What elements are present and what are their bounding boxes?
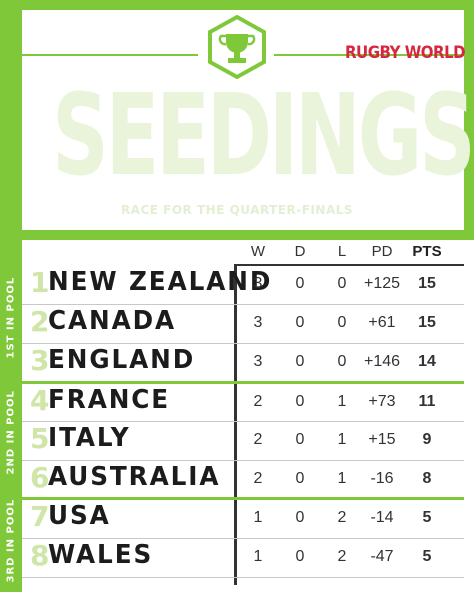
- row-divider: [22, 460, 464, 461]
- table-row: 2 CANADA 3 0 0 +61 15: [22, 304, 464, 343]
- cell-d: 0: [295, 548, 305, 565]
- cell-l: 2: [337, 548, 347, 565]
- cell-pts: 5: [422, 548, 432, 565]
- cell-pd: -16: [370, 470, 394, 487]
- cell-w: 1: [253, 509, 263, 526]
- cell-pd: +146: [363, 353, 401, 370]
- table-row: 5 ITALY 2 0 1 +15 9: [22, 421, 464, 460]
- team-name: WALES: [48, 540, 154, 570]
- col-header-pd: PD: [371, 243, 393, 260]
- col-header-w: W: [250, 243, 266, 260]
- rank-number: 7: [30, 500, 50, 533]
- table-row: 1 NEW ZEALAND 3 0 0 +125 15: [22, 265, 464, 304]
- rank-number: 5: [30, 422, 50, 455]
- cell-pd: +61: [368, 314, 396, 331]
- rank-number: 8: [30, 539, 50, 572]
- cell-pd: -14: [370, 509, 394, 526]
- rank-number: 2: [30, 305, 50, 338]
- row-divider: [22, 421, 464, 422]
- cell-l: 1: [337, 393, 347, 410]
- page-title: SEEDINGS: [52, 71, 474, 201]
- team-name: CANADA: [48, 306, 177, 336]
- cell-pd: +125: [363, 275, 401, 292]
- cell-l: 1: [337, 431, 347, 448]
- row-divider: [22, 577, 464, 578]
- table-row: 4 FRANCE 2 0 1 +73 11: [22, 383, 464, 422]
- rank-number: 3: [30, 344, 50, 377]
- cell-pts: 15: [418, 275, 436, 292]
- cell-w: 2: [253, 393, 263, 410]
- frame-left: [0, 0, 22, 592]
- cell-w: 3: [253, 275, 263, 292]
- table-divider: [234, 265, 237, 585]
- col-header-pts: PTS: [412, 243, 442, 260]
- team-name: AUSTRALIA: [48, 462, 221, 492]
- cell-pts: 11: [418, 393, 436, 410]
- cell-pd: +15: [368, 431, 396, 448]
- rank-number: 6: [30, 461, 50, 494]
- team-name: NEW ZEALAND: [48, 267, 273, 297]
- header-rule-right: [274, 54, 464, 56]
- brand-logo: RUGBY WORLD: [345, 41, 466, 63]
- cell-pd: +73: [368, 393, 396, 410]
- pool-divider: [22, 497, 464, 500]
- frame-right: [464, 0, 474, 240]
- frame-top: [0, 0, 474, 10]
- col-header-d: D: [294, 243, 306, 260]
- cell-w: 1: [253, 548, 263, 565]
- table-row: 7 USA 1 0 2 -14 5: [22, 499, 464, 538]
- header-rule-left: [22, 54, 198, 56]
- cell-w: 3: [253, 353, 263, 370]
- cell-d: 0: [295, 509, 305, 526]
- table-row: 8 WALES 1 0 2 -47 5: [22, 538, 464, 577]
- table-row: 3 ENGLAND 3 0 0 +146 14: [22, 343, 464, 382]
- cell-pts: 8: [422, 470, 432, 487]
- cell-pd: -47: [370, 548, 394, 565]
- col-header-l: L: [337, 243, 347, 260]
- cell-l: 0: [337, 353, 347, 370]
- frame-shelf: [0, 230, 474, 240]
- cell-d: 0: [295, 470, 305, 487]
- cell-d: 0: [295, 275, 305, 292]
- pool-label-2nd: 2ND IN POOL: [5, 390, 17, 475]
- pool-label-3rd: 3RD IN POOL: [5, 498, 17, 583]
- cell-w: 3: [253, 314, 263, 331]
- cell-d: 0: [295, 353, 305, 370]
- team-name: ITALY: [48, 423, 131, 453]
- cell-w: 2: [253, 431, 263, 448]
- rank-number: 4: [30, 384, 50, 417]
- cell-l: 0: [337, 314, 347, 331]
- rank-number: 1: [30, 266, 50, 299]
- pool-label-1st: 1ST IN POOL: [5, 276, 17, 359]
- team-name: ENGLAND: [48, 345, 196, 375]
- cell-w: 2: [253, 470, 263, 487]
- cell-pts: 5: [422, 509, 432, 526]
- row-divider: [22, 343, 464, 344]
- pool-divider: [22, 381, 464, 384]
- trophy-hexagon-icon: [208, 14, 266, 80]
- page-subtitle: RACE FOR THE QUARTER-FINALS: [120, 203, 354, 217]
- row-divider: [22, 304, 464, 305]
- team-name: FRANCE: [48, 385, 171, 415]
- cell-d: 0: [295, 431, 305, 448]
- cell-pts: 15: [418, 314, 436, 331]
- table-header-rule: [234, 264, 464, 266]
- cell-pts: 14: [418, 353, 436, 370]
- cell-l: 1: [337, 470, 347, 487]
- cell-d: 0: [295, 393, 305, 410]
- cell-l: 0: [337, 275, 347, 292]
- cell-l: 2: [337, 509, 347, 526]
- row-divider: [22, 538, 464, 539]
- team-name: USA: [48, 501, 111, 531]
- table-row: 6 AUSTRALIA 2 0 1 -16 8: [22, 460, 464, 499]
- cell-pts: 9: [422, 431, 432, 448]
- cell-d: 0: [295, 314, 305, 331]
